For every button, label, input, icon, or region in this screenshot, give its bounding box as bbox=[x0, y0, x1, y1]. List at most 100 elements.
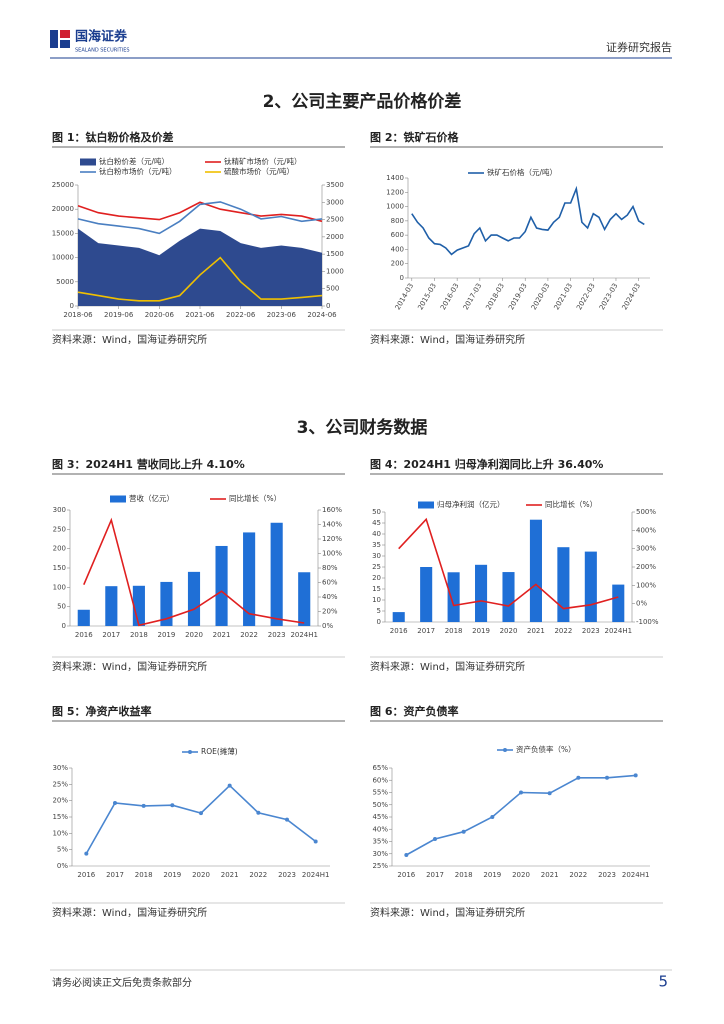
bar bbox=[215, 545, 228, 626]
figure-title: 图 4：2024H1 归母净利润同比上升 36.40% bbox=[370, 457, 603, 471]
logo-icon bbox=[60, 40, 70, 48]
figure-source: 资料来源：Wind，国海证券研究所 bbox=[370, 660, 525, 673]
x-tick-label: 2017 bbox=[426, 871, 444, 879]
x-tick-label: 2018 bbox=[455, 871, 473, 879]
point bbox=[404, 852, 409, 857]
line bbox=[85, 784, 317, 854]
y-tick-label: 600 bbox=[391, 231, 404, 239]
y2-tick-label: 0% bbox=[636, 600, 647, 608]
figure-source: 资料来源：Wind，国海证券研究所 bbox=[52, 906, 207, 919]
area bbox=[78, 228, 322, 306]
x-tick-label: 2018-03 bbox=[484, 282, 506, 311]
x-tick-label: 2020 bbox=[500, 627, 518, 635]
x-tick-label: 2024-03 bbox=[621, 282, 643, 311]
y-tick-label: 20% bbox=[52, 797, 68, 805]
bar bbox=[529, 519, 542, 622]
y-tick-label: 50% bbox=[372, 801, 388, 809]
x-tick-label: 2019 bbox=[163, 871, 181, 879]
x-tick-label: 2021 bbox=[213, 631, 231, 639]
y2-tick-label: 300% bbox=[636, 545, 656, 553]
y-tick-label: 30% bbox=[372, 850, 388, 858]
bar bbox=[447, 572, 460, 622]
bar bbox=[612, 584, 625, 622]
legend-label: 同比增长（%） bbox=[545, 499, 597, 509]
y2-tick-label: 100% bbox=[636, 581, 656, 589]
x-tick-label: 2016 bbox=[75, 631, 93, 639]
x-tick-label: 2018 bbox=[135, 871, 153, 879]
point bbox=[285, 817, 289, 822]
legend-label: 钛白粉市场价（元/吨） bbox=[99, 166, 177, 176]
page-number: 5 bbox=[658, 973, 668, 991]
y2-tick-label: 140% bbox=[322, 521, 342, 529]
point bbox=[490, 815, 495, 819]
x-tick-label: 2021-06 bbox=[185, 311, 215, 319]
y2-tick-label: -100% bbox=[636, 618, 659, 626]
y-tick-label: 10 bbox=[372, 596, 381, 604]
point bbox=[547, 791, 552, 796]
legend-label: 资产负债率（%） bbox=[516, 744, 576, 754]
point bbox=[519, 790, 523, 795]
figure-title: 图 6：资产负债率 bbox=[370, 704, 458, 718]
legend-label: 铁矿石价格（元/吨） bbox=[487, 167, 557, 177]
logo-text: 国海证券 bbox=[75, 29, 128, 45]
x-tick-label: 2022-03 bbox=[575, 282, 597, 311]
y-tick-label: 15000 bbox=[52, 229, 74, 237]
y2-tick-label: 3000 bbox=[326, 198, 344, 206]
y2-tick-label: 120% bbox=[322, 535, 342, 543]
legend-label: 同比增长（%） bbox=[229, 493, 281, 503]
figure-source: 资料来源：Wind，国海证券研究所 bbox=[370, 333, 525, 346]
y-tick-label: 300 bbox=[53, 506, 66, 514]
x-tick-label: 2023-06 bbox=[267, 311, 297, 319]
x-tick-label: 2014-03 bbox=[394, 282, 416, 311]
point bbox=[84, 851, 89, 856]
x-tick-label: 2019 bbox=[483, 871, 501, 879]
y-tick-label: 50 bbox=[372, 508, 381, 516]
legend-label: 硫酸市场价（元/吨） bbox=[224, 166, 294, 176]
y2-tick-label: 160% bbox=[322, 506, 342, 514]
x-tick-label: 2023 bbox=[582, 627, 600, 635]
legend-swatch bbox=[80, 158, 96, 166]
y-tick-label: 250 bbox=[53, 525, 66, 533]
bar bbox=[77, 609, 90, 626]
figure-source: 资料来源：Wind，国海证券研究所 bbox=[370, 906, 525, 919]
x-tick-label: 2016 bbox=[390, 627, 408, 635]
y2-tick-label: 2500 bbox=[326, 216, 344, 224]
figure-source: 资料来源：Wind，国海证券研究所 bbox=[52, 660, 207, 673]
y-tick-label: 20000 bbox=[52, 205, 74, 213]
y-tick-label: 20 bbox=[372, 574, 381, 582]
y-tick-label: 30 bbox=[372, 552, 381, 560]
logo-icon bbox=[60, 30, 70, 38]
y2-tick-label: 3500 bbox=[326, 181, 344, 189]
x-tick-label: 2022 bbox=[249, 871, 267, 879]
logo-icon bbox=[50, 30, 58, 48]
y-tick-label: 0 bbox=[400, 274, 404, 282]
x-tick-label: 2016 bbox=[397, 871, 415, 879]
section-title: 3、公司财务数据 bbox=[297, 417, 428, 438]
legend-label: 钛白粉价差（元/吨） bbox=[99, 156, 169, 166]
line bbox=[411, 185, 645, 256]
point bbox=[141, 803, 146, 808]
y-tick-label: 40% bbox=[372, 825, 388, 833]
y-tick-label: 40 bbox=[372, 530, 381, 538]
legend-swatch bbox=[110, 495, 126, 503]
y-tick-label: 0 bbox=[70, 302, 74, 310]
y-tick-label: 0% bbox=[57, 862, 68, 870]
bar bbox=[502, 572, 515, 622]
x-tick-label: 2019 bbox=[472, 627, 490, 635]
x-tick-label: 2018-06 bbox=[63, 311, 93, 319]
point bbox=[633, 773, 638, 778]
figure-title: 图 3：2024H1 营收同比上升 4.10% bbox=[52, 457, 245, 471]
y-tick-label: 15 bbox=[372, 585, 381, 593]
figure-source: 资料来源：Wind，国海证券研究所 bbox=[52, 333, 207, 346]
legend-label: 钛精矿市场价（元/吨） bbox=[224, 156, 302, 166]
y-tick-label: 1400 bbox=[386, 174, 404, 182]
y2-tick-label: 0% bbox=[322, 622, 333, 630]
x-tick-label: 2022-06 bbox=[226, 311, 256, 319]
x-tick-label: 2020 bbox=[192, 871, 210, 879]
x-tick-label: 2024H1 bbox=[622, 871, 650, 879]
section-title: 2、公司主要产品价格价差 bbox=[263, 91, 462, 112]
disclaimer: 请务必阅读正文后免责条款部分 bbox=[52, 976, 192, 989]
x-tick-label: 2019 bbox=[158, 631, 176, 639]
y-tick-label: 35 bbox=[372, 541, 381, 549]
